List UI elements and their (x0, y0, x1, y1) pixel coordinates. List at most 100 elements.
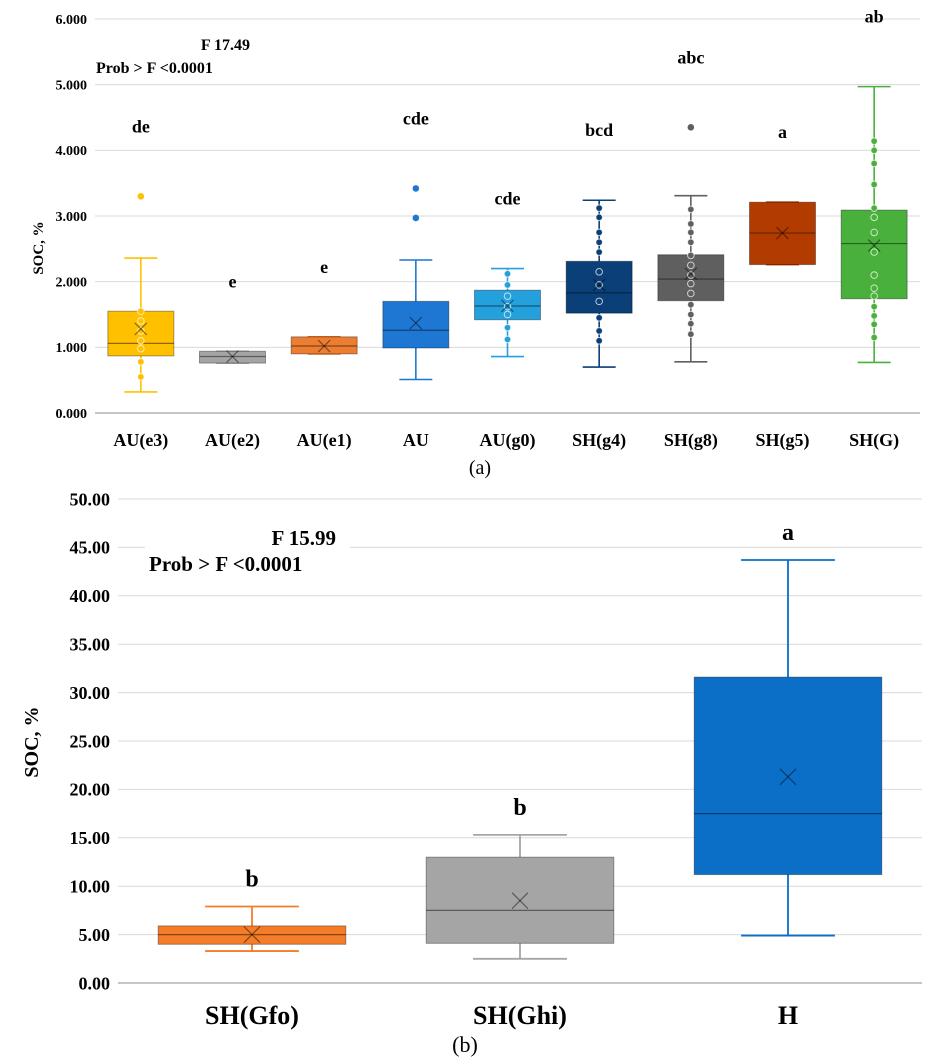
a-data-point (870, 302, 878, 311)
a-x-tick-label: AU(e2) (205, 430, 260, 451)
a-data-point (687, 228, 695, 237)
a-data-point (595, 238, 603, 247)
panel-b-label: (b) (452, 1032, 478, 1057)
a-group-letter: e (229, 271, 237, 291)
a-data-point (687, 300, 695, 309)
a-data-point (687, 271, 695, 279)
a-data-point (595, 327, 603, 335)
panel-b-y-axis-label: SOC, % (21, 706, 43, 777)
a-group-letter: e (320, 257, 328, 277)
a-data-point (870, 271, 878, 279)
a-data-point (687, 261, 695, 270)
a-group-letter: cde (495, 189, 521, 209)
b-y-tick-label: 30.00 (70, 683, 111, 703)
a-data-point (870, 292, 878, 300)
a-data-point (503, 281, 512, 289)
a-data-point (870, 312, 878, 320)
a-x-tick-label: AU(e3) (113, 430, 168, 451)
a-box-sh-g4-: bcd (565, 120, 633, 368)
panel-a-boxes: de e e cde cde bcd abc a ab (107, 7, 908, 393)
a-mean-marker (409, 316, 423, 330)
panel-a-anova-stats: F 17.49 Prob > F <0.0001 (92, 32, 262, 78)
a-group-letter: cde (403, 108, 429, 128)
b-box-h: a (693, 520, 883, 937)
a-box-au-e3-: de (107, 116, 175, 393)
b-box-sh-ghi-: b (425, 795, 615, 960)
a-x-tick-label: SH(G) (849, 430, 899, 451)
a-box-au-e1-: e (290, 257, 358, 355)
panel-b-soc-by-soil-type: 0.00 5.00 10.00 15.00 20.00 25.00 30.00 35.00 40… (21, 489, 922, 1057)
panel-b-x-tick-labels: SH(Gfo) SH(Ghi) H (205, 1001, 798, 1030)
b-group-letter: b (245, 867, 258, 893)
b-group-letter: a (782, 520, 794, 546)
panel-a-probability: Prob > F <0.0001 (96, 60, 213, 77)
a-data-point (687, 238, 695, 247)
a-data-point (870, 320, 878, 329)
a-mean-marker (592, 278, 606, 292)
b-x-tick-label: H (778, 1001, 798, 1030)
a-mean-marker (776, 226, 789, 240)
a-group-letter: a (778, 122, 787, 142)
a-data-point (503, 323, 512, 332)
a-x-tick-label: SH(g5) (756, 430, 810, 451)
a-data-point (137, 317, 145, 325)
a-data-point (137, 357, 145, 366)
b-mean-marker (779, 768, 797, 786)
a-mean-marker (317, 339, 331, 353)
a-box-sh-g-: ab (840, 7, 908, 364)
a-group-letter: de (132, 116, 150, 136)
b-y-tick-label: 20.00 (70, 780, 111, 800)
a-data-point (687, 251, 695, 260)
a-outlier-point (687, 124, 695, 131)
b-y-tick-label: 5.00 (79, 925, 111, 945)
b-y-tick-label: 0.00 (79, 973, 111, 993)
b-mean-marker (511, 892, 529, 910)
a-box-au: cde (382, 108, 450, 381)
b-box-sh-gfo-: b (157, 867, 347, 952)
b-mean-marker (243, 926, 261, 944)
a-data-point (503, 292, 512, 300)
a-data-point (870, 180, 878, 189)
a-data-point (687, 205, 695, 214)
a-data-point (870, 213, 878, 222)
b-group-letter: b (513, 795, 526, 821)
a-data-point (137, 344, 145, 353)
a-data-point (870, 159, 878, 168)
a-outlier-point (412, 185, 420, 192)
a-iqr-box (199, 350, 266, 364)
a-data-point (503, 335, 512, 344)
a-data-point (595, 281, 603, 289)
a-data-point (503, 302, 512, 311)
a-data-point (687, 220, 695, 228)
b-mean-marker (779, 768, 797, 786)
a-data-point (137, 327, 145, 335)
a-iqr-box (382, 300, 450, 349)
b-iqr-box (425, 856, 615, 944)
a-data-point (870, 228, 878, 237)
panel-b-f-value: F 15.99 (271, 526, 336, 550)
a-data-point (595, 336, 603, 345)
a-mean-marker (867, 239, 881, 252)
a-y-tick-label: 5.000 (56, 79, 88, 94)
panel-b-y-tick-labels: 0.00 5.00 10.00 15.00 20.00 25.00 30.00 35.00 40… (70, 489, 111, 993)
a-x-tick-label: AU (403, 430, 429, 450)
a-box-au-g0-: cde (474, 189, 541, 358)
a-mean-marker (867, 239, 881, 252)
a-mean-marker (134, 322, 148, 336)
a-data-point (137, 373, 145, 381)
a-data-point (137, 336, 145, 345)
a-data-point (595, 297, 603, 306)
a-data-point (687, 310, 695, 319)
a-data-point (503, 269, 512, 278)
a-x-tick-label: AU(e1) (297, 430, 352, 451)
a-mean-marker (501, 299, 514, 313)
a-data-point (595, 248, 603, 256)
a-outlier-point (412, 214, 420, 222)
panel-a-soc-by-soil-type: 0.000 1.000 2.000 3.000 4.000 5.000 6.000 SOC,… (31, 7, 920, 479)
b-y-tick-label: 40.00 (70, 586, 111, 606)
a-y-tick-label: 0.000 (56, 407, 88, 422)
a-mean-marker (226, 350, 239, 363)
a-mean-marker (134, 322, 148, 336)
a-mean-marker (317, 339, 331, 353)
b-x-tick-label: SH(Ghi) (473, 1001, 567, 1030)
